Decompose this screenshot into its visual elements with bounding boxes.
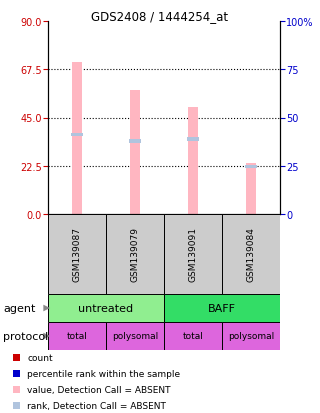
Text: GSM139084: GSM139084 bbox=[246, 227, 255, 282]
Bar bbox=[106, 322, 164, 350]
Bar bbox=[13, 402, 20, 408]
Text: GDS2408 / 1444254_at: GDS2408 / 1444254_at bbox=[92, 10, 228, 23]
Bar bbox=[13, 386, 20, 393]
Text: protocol: protocol bbox=[3, 331, 48, 341]
Text: GSM139087: GSM139087 bbox=[73, 227, 82, 282]
Bar bbox=[130, 90, 140, 214]
Text: agent: agent bbox=[3, 303, 36, 313]
Text: BAFF: BAFF bbox=[208, 303, 236, 313]
Bar bbox=[164, 214, 222, 294]
Bar bbox=[71, 134, 83, 137]
Bar bbox=[164, 294, 280, 322]
Bar bbox=[129, 140, 141, 143]
Text: polysomal: polysomal bbox=[228, 332, 274, 341]
Bar bbox=[13, 370, 20, 377]
Bar bbox=[188, 107, 198, 214]
Text: percentile rank within the sample: percentile rank within the sample bbox=[27, 369, 180, 378]
Text: value, Detection Call = ABSENT: value, Detection Call = ABSENT bbox=[27, 385, 171, 394]
Text: GSM139079: GSM139079 bbox=[131, 227, 140, 282]
Text: count: count bbox=[27, 354, 52, 363]
Bar bbox=[106, 214, 164, 294]
Bar bbox=[245, 166, 257, 169]
Text: GSM139091: GSM139091 bbox=[188, 227, 197, 282]
Text: rank, Detection Call = ABSENT: rank, Detection Call = ABSENT bbox=[27, 401, 166, 410]
Bar bbox=[222, 214, 280, 294]
Bar bbox=[246, 163, 256, 214]
Bar bbox=[222, 322, 280, 350]
Bar bbox=[48, 294, 164, 322]
Text: untreated: untreated bbox=[78, 303, 133, 313]
Bar bbox=[48, 322, 106, 350]
Text: total: total bbox=[67, 332, 87, 341]
Bar bbox=[164, 322, 222, 350]
Bar bbox=[48, 214, 106, 294]
Text: polysomal: polysomal bbox=[112, 332, 158, 341]
Text: total: total bbox=[183, 332, 204, 341]
Bar bbox=[72, 63, 82, 214]
Bar bbox=[13, 354, 20, 361]
Bar bbox=[187, 138, 199, 141]
